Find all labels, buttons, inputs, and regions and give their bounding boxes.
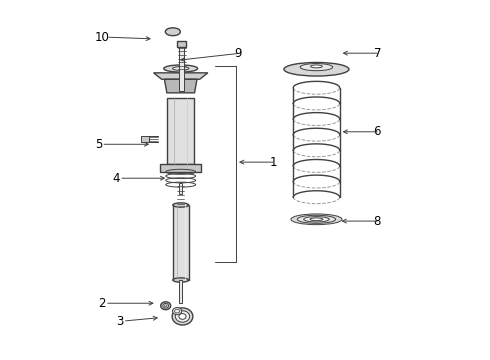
Polygon shape <box>153 73 208 79</box>
Text: 6: 6 <box>373 125 381 138</box>
Text: 5: 5 <box>95 138 102 151</box>
Ellipse shape <box>165 28 180 36</box>
Ellipse shape <box>163 303 169 308</box>
Ellipse shape <box>291 214 342 225</box>
Ellipse shape <box>173 278 189 282</box>
Ellipse shape <box>300 64 333 71</box>
Ellipse shape <box>310 218 323 221</box>
Ellipse shape <box>164 65 197 72</box>
Text: 3: 3 <box>117 315 124 328</box>
Polygon shape <box>165 79 197 93</box>
Ellipse shape <box>175 311 190 322</box>
Polygon shape <box>173 205 189 280</box>
Text: 9: 9 <box>234 47 242 60</box>
Polygon shape <box>160 164 201 172</box>
Ellipse shape <box>161 302 171 310</box>
Polygon shape <box>179 280 182 303</box>
Polygon shape <box>142 136 149 142</box>
Text: 4: 4 <box>113 172 121 185</box>
Ellipse shape <box>172 307 182 315</box>
Ellipse shape <box>284 63 349 76</box>
Polygon shape <box>167 98 194 164</box>
Text: 1: 1 <box>270 156 277 168</box>
Ellipse shape <box>179 314 186 319</box>
Polygon shape <box>179 46 184 91</box>
Ellipse shape <box>297 215 336 223</box>
Text: 7: 7 <box>373 47 381 60</box>
Ellipse shape <box>165 305 167 307</box>
Text: 2: 2 <box>98 297 106 310</box>
Text: 10: 10 <box>95 31 110 44</box>
Ellipse shape <box>174 309 180 313</box>
Ellipse shape <box>311 65 322 68</box>
Polygon shape <box>177 41 186 47</box>
Text: 8: 8 <box>373 215 381 228</box>
Ellipse shape <box>304 217 329 222</box>
Polygon shape <box>179 183 182 194</box>
Ellipse shape <box>172 308 193 325</box>
Ellipse shape <box>172 67 189 70</box>
Ellipse shape <box>173 203 189 207</box>
